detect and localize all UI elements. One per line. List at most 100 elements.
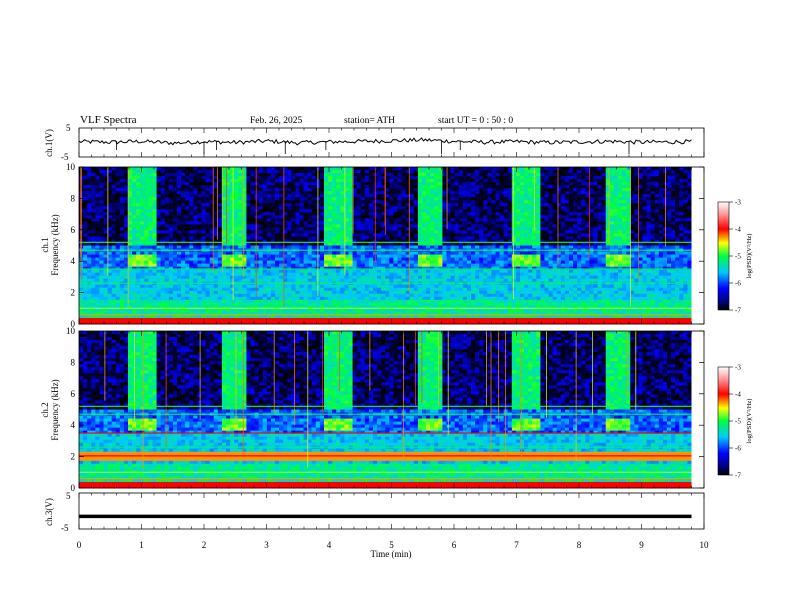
spectrogram-cell [389, 254, 394, 258]
spectrogram-cell [377, 236, 382, 240]
spectrogram-cell [291, 308, 296, 313]
spectrogram-cell [303, 317, 309, 322]
spectrogram-cell [217, 296, 223, 301]
spectrogram-cell [348, 296, 353, 301]
spectrogram-cell [144, 320, 149, 325]
spectrogram-cell [336, 260, 341, 265]
spectrogram-cell [128, 188, 133, 192]
spectrogram-cell [136, 233, 141, 237]
spectrogram-cell [270, 296, 276, 301]
spectrogram-cell [356, 260, 362, 265]
spectrogram-cell [230, 176, 235, 180]
spectrogram-cell [181, 221, 186, 225]
spectrogram-cell [307, 206, 313, 210]
spectrogram-cell [119, 314, 125, 319]
spectrogram-cell [234, 290, 239, 295]
spectrogram-cell [103, 215, 108, 219]
spectrogram-cell [107, 302, 113, 307]
spectrogram-cell [226, 230, 231, 234]
spectrogram-cell [287, 305, 292, 310]
spectrogram-cell [413, 170, 419, 174]
spectrogram-cell [201, 179, 206, 183]
spectrogram-cell [91, 182, 96, 186]
spectrogram-cell [450, 299, 456, 304]
spectrogram-cell [413, 272, 419, 277]
spectrogram-cell [287, 266, 292, 271]
spectrogram-cell [324, 251, 329, 255]
spectrogram-cell [197, 218, 202, 222]
spectrogram-cell [107, 269, 113, 274]
spectrogram-cell [103, 263, 108, 268]
spectrogram-cell [291, 275, 296, 280]
spectrogram-cell [430, 257, 435, 261]
spectrogram-cell [148, 233, 153, 237]
spectrogram-cell [389, 302, 394, 307]
spectrogram-cell [417, 200, 423, 204]
spectrogram-cell [450, 203, 456, 207]
spectrogram-cell [385, 173, 390, 177]
spectrogram-cell [434, 239, 439, 243]
spectrogram-cell [87, 227, 92, 231]
spectrogram-cell [193, 179, 198, 183]
spectrogram-cell [115, 254, 121, 258]
spectrogram-cell [221, 221, 227, 225]
spectrogram-cell [393, 302, 398, 307]
spectrogram-cell [115, 167, 121, 171]
spectrogram-cell [103, 320, 108, 325]
spectrogram-cell [446, 311, 451, 316]
spectrogram-cell [307, 296, 313, 301]
spectrogram-cell [144, 167, 149, 171]
spectrogram-cell [356, 284, 362, 289]
spectrogram-cell [417, 299, 423, 304]
spectrogram-cell [87, 173, 92, 177]
spectrogram-cell [295, 296, 300, 301]
spectrogram-cell [136, 320, 141, 325]
spectrogram-cell [262, 320, 268, 325]
spectrogram-cell [87, 308, 92, 313]
spectrogram-cell [413, 200, 419, 204]
spectrogram-cell [426, 170, 431, 174]
spectrogram-cell [144, 212, 149, 216]
spectrogram-cell [246, 200, 251, 204]
spectrogram-cell [79, 200, 84, 204]
spectrogram-cell [328, 302, 333, 307]
spectrogram-cell [242, 182, 247, 186]
spectrogram-cell [360, 170, 366, 174]
spectrogram-cell [193, 251, 198, 255]
spectrogram-cell [107, 176, 113, 180]
spectrogram-cell [303, 170, 309, 174]
spectrogram-cell [442, 197, 447, 201]
spectrogram-cell [442, 242, 447, 246]
spectrogram-cell [324, 239, 329, 243]
spectrogram-cell [422, 179, 427, 183]
spectrogram-cell [299, 251, 304, 255]
spectrogram-cell [340, 236, 345, 240]
spectrogram-cell [450, 236, 456, 240]
spectrogram-cell [111, 293, 117, 298]
spectrogram-cell [79, 188, 84, 192]
spectrogram-cell [417, 296, 423, 301]
spectrogram-cell [413, 251, 419, 255]
spectrogram-cell [413, 317, 419, 322]
spectrogram-cell [405, 320, 411, 325]
spectrogram-cell [328, 308, 333, 313]
spectrogram-cell [466, 197, 472, 201]
spectrogram-cell [111, 245, 117, 249]
spectrogram-cell [397, 209, 402, 213]
spectrogram-cell [128, 221, 133, 225]
spectrogram-cell [393, 251, 398, 255]
spectrogram-cell [160, 173, 166, 177]
spectrogram-cell [119, 278, 125, 283]
spectrogram-cell [250, 203, 255, 207]
spectrogram-cell [328, 275, 333, 280]
spectrogram-cell [83, 197, 88, 201]
spectrogram-cell [95, 275, 100, 280]
spectrogram-cell [262, 278, 268, 283]
spectrogram-cell [430, 221, 435, 225]
spectrogram-cell [226, 266, 231, 271]
spectrogram-cell [107, 287, 113, 292]
spectrogram-cell [430, 245, 435, 249]
spectrogram-cell [360, 173, 366, 177]
spectrogram-cell [221, 278, 227, 283]
spectrogram-cell [123, 221, 129, 225]
